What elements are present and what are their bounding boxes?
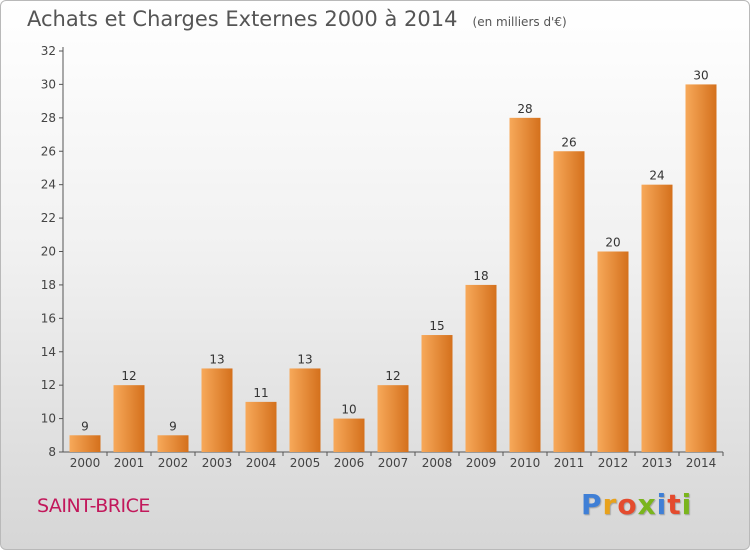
x-tick-label: 2008: [422, 456, 453, 470]
y-tick-label: 26: [41, 144, 56, 158]
x-tick-label: 2000: [70, 456, 101, 470]
x-tick-label: 2010: [510, 456, 541, 470]
x-tick-label: 2009: [466, 456, 497, 470]
y-tick-label: 16: [41, 311, 56, 325]
bar-2012: [597, 251, 629, 452]
logo-letter: o: [617, 488, 638, 521]
y-tick-label: 22: [41, 211, 56, 225]
y-tick-label: 28: [41, 111, 56, 125]
bar-2005: [289, 368, 321, 452]
x-tick-label: 2012: [598, 456, 629, 470]
chart-unit: (en milliers d'€): [472, 15, 567, 29]
y-tick-label: 30: [41, 77, 56, 91]
x-tick-label: 2007: [378, 456, 409, 470]
data-label-2004: 11: [253, 386, 268, 400]
logo-letter: t: [667, 488, 682, 521]
y-tick-label: 24: [41, 178, 56, 192]
data-label-2014: 30: [693, 68, 708, 82]
bar-2003: [201, 368, 233, 452]
chart-title-text: Achats et Charges Externes 2000 à 2014: [27, 7, 458, 31]
commune-name: SAINT-BRICE: [37, 495, 150, 517]
bar-2009: [465, 284, 497, 452]
data-label-2013: 24: [649, 169, 664, 183]
x-tick-label: 2011: [554, 456, 585, 470]
data-label-2003: 13: [209, 352, 224, 366]
bar-2002: [157, 435, 189, 452]
x-tick-label: 2014: [686, 456, 717, 470]
bar-2008: [421, 335, 453, 452]
logo-letter: i: [681, 488, 693, 521]
data-label-2011: 26: [561, 135, 576, 149]
logo-letter: x: [637, 488, 657, 521]
x-tick-label: 2002: [158, 456, 189, 470]
bar-2000: [69, 435, 101, 452]
data-label-2010: 28: [517, 102, 532, 116]
y-tick-label: 32: [41, 44, 56, 58]
y-tick-label: 14: [41, 345, 56, 359]
x-tick-label: 2001: [114, 456, 145, 470]
chart-title: Achats et Charges Externes 2000 à 2014 (…: [27, 7, 567, 31]
bar-2011: [553, 151, 585, 452]
data-label-2012: 20: [605, 236, 620, 250]
x-tick-label: 2006: [334, 456, 365, 470]
y-tick-label: 20: [41, 245, 56, 259]
x-tick-label: 2004: [246, 456, 277, 470]
bar-2007: [377, 385, 409, 452]
data-label-2000: 9: [81, 419, 89, 433]
data-label-2007: 12: [385, 369, 400, 383]
logo-letter: i: [656, 488, 668, 521]
proxiti-logo: Proxiti: [581, 488, 692, 521]
data-label-2006: 10: [341, 403, 356, 417]
data-label-2009: 18: [473, 269, 488, 283]
y-tick-label: 8: [48, 445, 56, 459]
y-tick-label: 18: [41, 278, 56, 292]
x-tick-label: 2005: [290, 456, 321, 470]
bar-2001: [113, 385, 145, 452]
data-label-2008: 15: [429, 319, 444, 333]
bar-2014: [685, 84, 717, 453]
logo-letter: r: [602, 488, 618, 521]
x-tick-label: 2003: [202, 456, 233, 470]
logo-letter: P: [581, 488, 603, 521]
y-tick-label: 12: [41, 378, 56, 392]
x-tick-label: 2013: [642, 456, 673, 470]
y-tick-label: 10: [41, 412, 56, 426]
bar-2006: [333, 418, 365, 452]
bar-2013: [641, 184, 673, 452]
data-label-2002: 9: [169, 419, 177, 433]
bar-2010: [509, 117, 541, 452]
data-label-2001: 12: [121, 369, 136, 383]
data-label-2005: 13: [297, 352, 312, 366]
bar-2004: [245, 401, 277, 452]
